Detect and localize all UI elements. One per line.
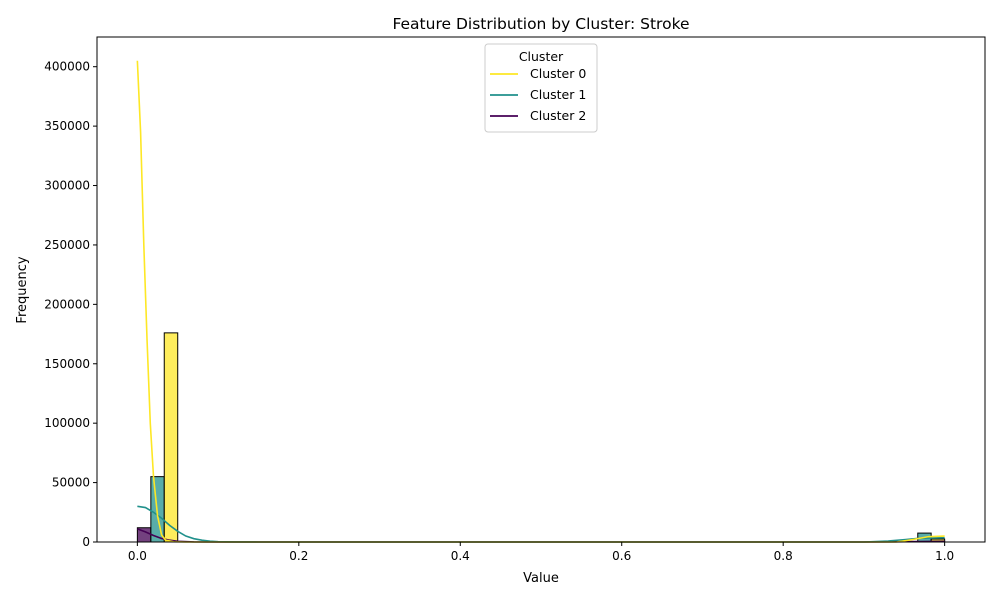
legend-title: Cluster xyxy=(519,49,564,64)
x-axis-label: Value xyxy=(523,571,559,586)
plot-area: 0.0 0.2 0.4 0.6 0.8 1.0 0 50000 100000 150000 2000… xyxy=(44,36,986,563)
chart-title: Feature Distribution by Cluster: Stroke xyxy=(392,15,689,33)
kde-line-cluster-1 xyxy=(137,505,945,543)
kde-line-cluster-0 xyxy=(136,60,945,543)
y-tick-label: 300000 xyxy=(44,179,90,193)
y-tick-label: 400000 xyxy=(44,60,90,74)
y-axis-label: Frequency xyxy=(15,256,30,323)
y-tick-label: 150000 xyxy=(44,357,90,371)
x-tick-label: 0.0 xyxy=(128,549,147,563)
legend-label-cluster-2: Cluster 2 xyxy=(530,108,586,123)
x-tick-label: 0.8 xyxy=(774,549,793,563)
legend-box xyxy=(484,43,598,133)
x-tick-label: 0.6 xyxy=(612,549,631,563)
y-tick-label: 200000 xyxy=(44,297,90,311)
y-tick-label: 0 xyxy=(82,535,90,549)
legend: Cluster Cluster 0 Cluster 1 Cluster 2 xyxy=(484,43,598,133)
x-tick-label: 0.4 xyxy=(451,549,470,563)
y-tick-label: 50000 xyxy=(52,476,90,490)
y-tick-label: 100000 xyxy=(44,416,90,430)
legend-label-cluster-1: Cluster 1 xyxy=(530,87,586,102)
y-tick-label: 250000 xyxy=(44,238,90,252)
plot-frame xyxy=(96,36,986,543)
x-tick-label: 1.0 xyxy=(935,549,954,563)
kde-line-cluster-2 xyxy=(137,528,945,543)
x-tick-label: 0.2 xyxy=(289,549,308,563)
legend-label-cluster-0: Cluster 0 xyxy=(530,66,586,81)
histogram-bar-cluster-0-0 xyxy=(163,332,179,543)
y-tick-label: 350000 xyxy=(44,119,90,133)
